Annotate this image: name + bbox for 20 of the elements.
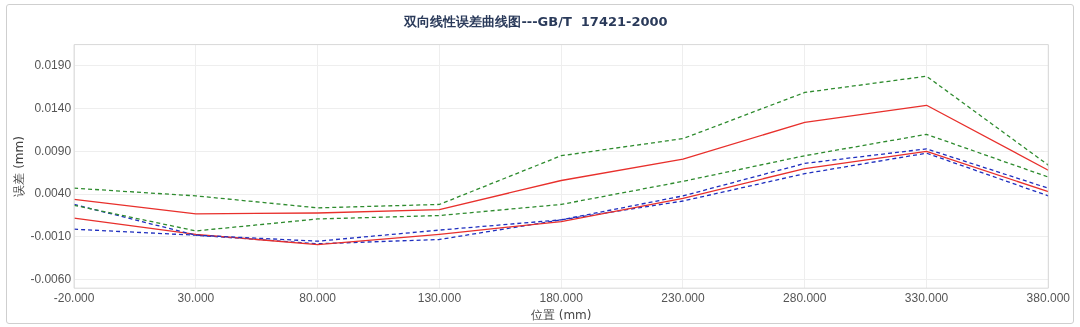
- line-series: [74, 133, 1049, 232]
- y-tick-label: -0.0010: [30, 229, 72, 244]
- y-axis-title: 误差 (mm): [12, 136, 27, 197]
- x-tick-label: 380.000: [1026, 290, 1071, 305]
- x-tick-label: -20.000: [53, 290, 95, 305]
- y-tick-label: 0.0090: [34, 143, 72, 158]
- x-tick-label: 280.000: [783, 290, 827, 305]
- y-tick-label: -0.0060: [30, 271, 72, 286]
- y-tick-label: 0.0140: [34, 101, 72, 116]
- line-series: [74, 75, 1049, 209]
- y-tick-label: 0.0190: [34, 58, 72, 73]
- x-tick-label: 130.000: [417, 290, 462, 305]
- x-tick-label: 80.000: [299, 290, 337, 305]
- x-tick-label: 330.000: [904, 290, 949, 305]
- x-tick-label: 30.000: [177, 290, 215, 305]
- x-tick-label: 230.000: [661, 290, 705, 305]
- chart-title: 双向线性误差曲线图---GB/T 17421-2000: [403, 14, 668, 30]
- y-tick-label: 0.0040: [34, 186, 72, 201]
- x-axis-title: 位置 (mm): [530, 307, 592, 322]
- x-tick-label: 180.000: [539, 290, 584, 305]
